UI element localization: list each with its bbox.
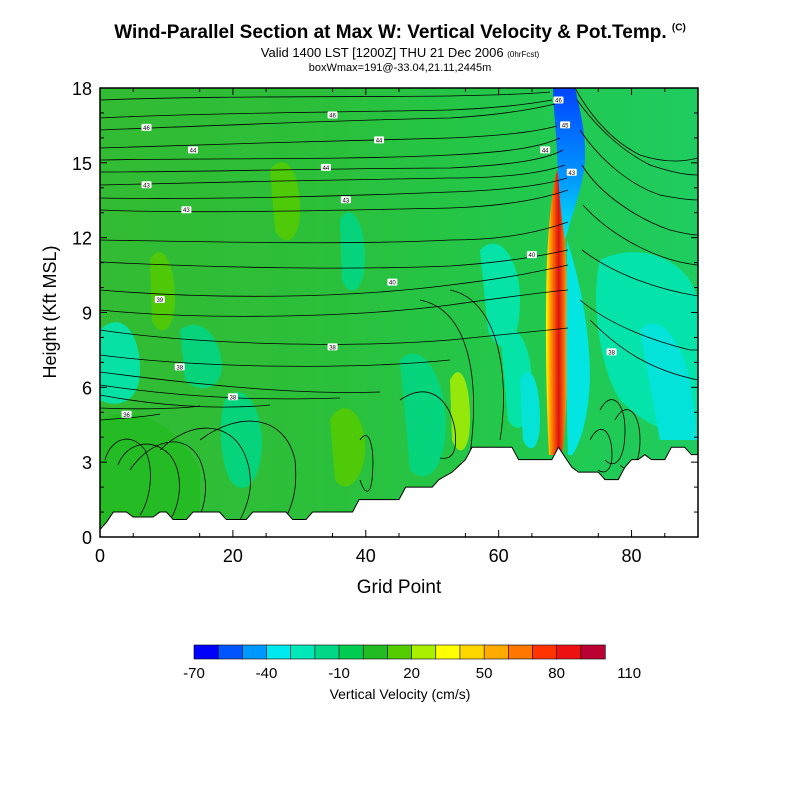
colorbar-swatch: [435, 644, 461, 660]
colorbar-swatch: [580, 644, 606, 660]
y-tick-label: 6: [82, 378, 92, 398]
contour-label: 43: [340, 196, 351, 204]
contour-label: 46: [553, 96, 564, 104]
colorbar-tick-label: 50: [476, 665, 493, 682]
svg-text:39: 39: [156, 298, 163, 304]
colorbar-swatch: [483, 644, 509, 660]
svg-text:46: 46: [329, 113, 336, 119]
svg-text:38: 38: [230, 395, 237, 401]
y-tick-label: 12: [72, 229, 92, 249]
colorbar-tick-label: -10: [328, 665, 350, 682]
colorbar-swatch: [532, 644, 558, 660]
chart-subtitle-text: Valid 1400 LST [1200Z] THU 21 Dec 2006: [260, 45, 504, 60]
svg-text:43: 43: [143, 183, 150, 189]
colorbar-tick-label: 80: [548, 665, 565, 682]
colorbar-swatch: [314, 644, 340, 660]
contour-label: 44: [188, 146, 199, 154]
downdraft-tail: [566, 240, 590, 455]
svg-text:38: 38: [176, 365, 183, 371]
terrain-edge: [100, 446, 698, 530]
contour-label: 38: [174, 363, 185, 371]
y-tick-label: 9: [82, 304, 92, 324]
colorbar-swatch: [507, 644, 534, 660]
contour-label: 38: [327, 343, 338, 351]
contour-label: 46: [141, 123, 152, 132]
svg-text:40: 40: [529, 253, 536, 259]
colorbar: -70 -40 -10 20 50 80 110: [183, 644, 641, 682]
colorbar-swatch: [338, 644, 364, 660]
x-axis-label: Grid Point: [357, 577, 442, 598]
x-tick-label: 40: [356, 546, 376, 566]
x-tick-label: 20: [223, 546, 243, 566]
colorbar-swatch: [362, 644, 389, 660]
terrain-mask: [100, 447, 698, 537]
contour-label: 40: [387, 278, 398, 287]
svg-text:43: 43: [183, 208, 190, 214]
svg-text:44: 44: [323, 166, 330, 172]
field-patches: [100, 162, 698, 530]
contour-label: 40: [526, 251, 537, 259]
chart-subtitle-2: boxWmax=191@-33.04,21.11,2445m: [308, 62, 492, 74]
svg-text:43: 43: [343, 198, 350, 204]
colorbar-swatch: [411, 644, 437, 660]
svg-text:44: 44: [376, 138, 383, 144]
contour-label: 46: [327, 111, 338, 119]
colorbar-swatch: [459, 644, 485, 660]
chart-title: Wind-Parallel Section at Max W: Vertical…: [0, 22, 800, 44]
vertical-velocity-field: 46 46 44 44 44 43 43 43 40 40 39 38 38 38 36 38 46 45 44 43: [100, 88, 698, 537]
y-tick-label: 15: [72, 154, 92, 174]
x-tick-label: 60: [489, 546, 509, 566]
chart-title-tag: (C): [671, 22, 686, 34]
svg-text:45: 45: [562, 123, 569, 129]
contour-label: 44: [320, 163, 331, 172]
contour-labels: 46 46 44 44 44 43 43 43 40 40 39 38 38 38 36 38 46 45 44 43: [121, 96, 617, 419]
colorbar-swatch: [193, 644, 219, 660]
colorbar-label: Vertical Velocity (cm/s): [330, 686, 471, 702]
colorbar-tick-label: -70: [183, 665, 205, 682]
contour-label: 45: [560, 121, 571, 129]
colorbar-swatch: [556, 644, 582, 660]
colorbar-tick-label: 20: [403, 665, 420, 682]
colorbar-tick-label: 110: [617, 665, 641, 682]
colorbar-tick-label: -40: [256, 665, 278, 682]
y-tick-label: 0: [82, 528, 92, 548]
updraft-core: [545, 170, 568, 455]
svg-text:46: 46: [555, 98, 562, 104]
svg-text:38: 38: [608, 350, 615, 356]
x-tick-label: 80: [622, 546, 642, 566]
contour-label: 38: [606, 348, 617, 356]
y-axis-label: Height (Kft MSL): [40, 245, 60, 378]
colorbar-swatch: [387, 644, 413, 660]
colorbar-swatch: [217, 644, 243, 660]
colorbar-swatch: [290, 644, 316, 660]
svg-text:38: 38: [329, 345, 336, 351]
svg-text:46: 46: [143, 126, 150, 132]
y-tick-label: 18: [72, 79, 92, 99]
svg-text:44: 44: [190, 148, 197, 154]
contour-label: 44: [374, 136, 385, 144]
contour-label: 36: [121, 410, 132, 419]
svg-text:36: 36: [123, 413, 130, 419]
x-tick-label: 0: [95, 546, 105, 566]
pot-temp-contours: [100, 88, 698, 521]
contour-label: 39: [154, 296, 165, 304]
contour-label: 43: [566, 168, 577, 177]
contour-label: 44: [540, 146, 551, 154]
contour-label: 43: [141, 181, 152, 189]
svg-text:43: 43: [568, 171, 575, 177]
y-tick-label: 3: [82, 453, 92, 473]
chart-title-text: Wind-Parallel Section at Max W: Vertical…: [114, 22, 667, 43]
colorbar-swatch: [242, 644, 268, 660]
forecast-tag: (0hrFcst): [507, 50, 540, 59]
colorbar-swatch: [266, 644, 292, 660]
chart-subtitle: Valid 1400 LST [1200Z] THU 21 Dec 2006 (…: [0, 45, 800, 60]
svg-text:44: 44: [542, 148, 549, 154]
contour-label: 38: [227, 393, 238, 401]
svg-text:40: 40: [389, 281, 396, 287]
contour-label: 43: [181, 206, 192, 214]
